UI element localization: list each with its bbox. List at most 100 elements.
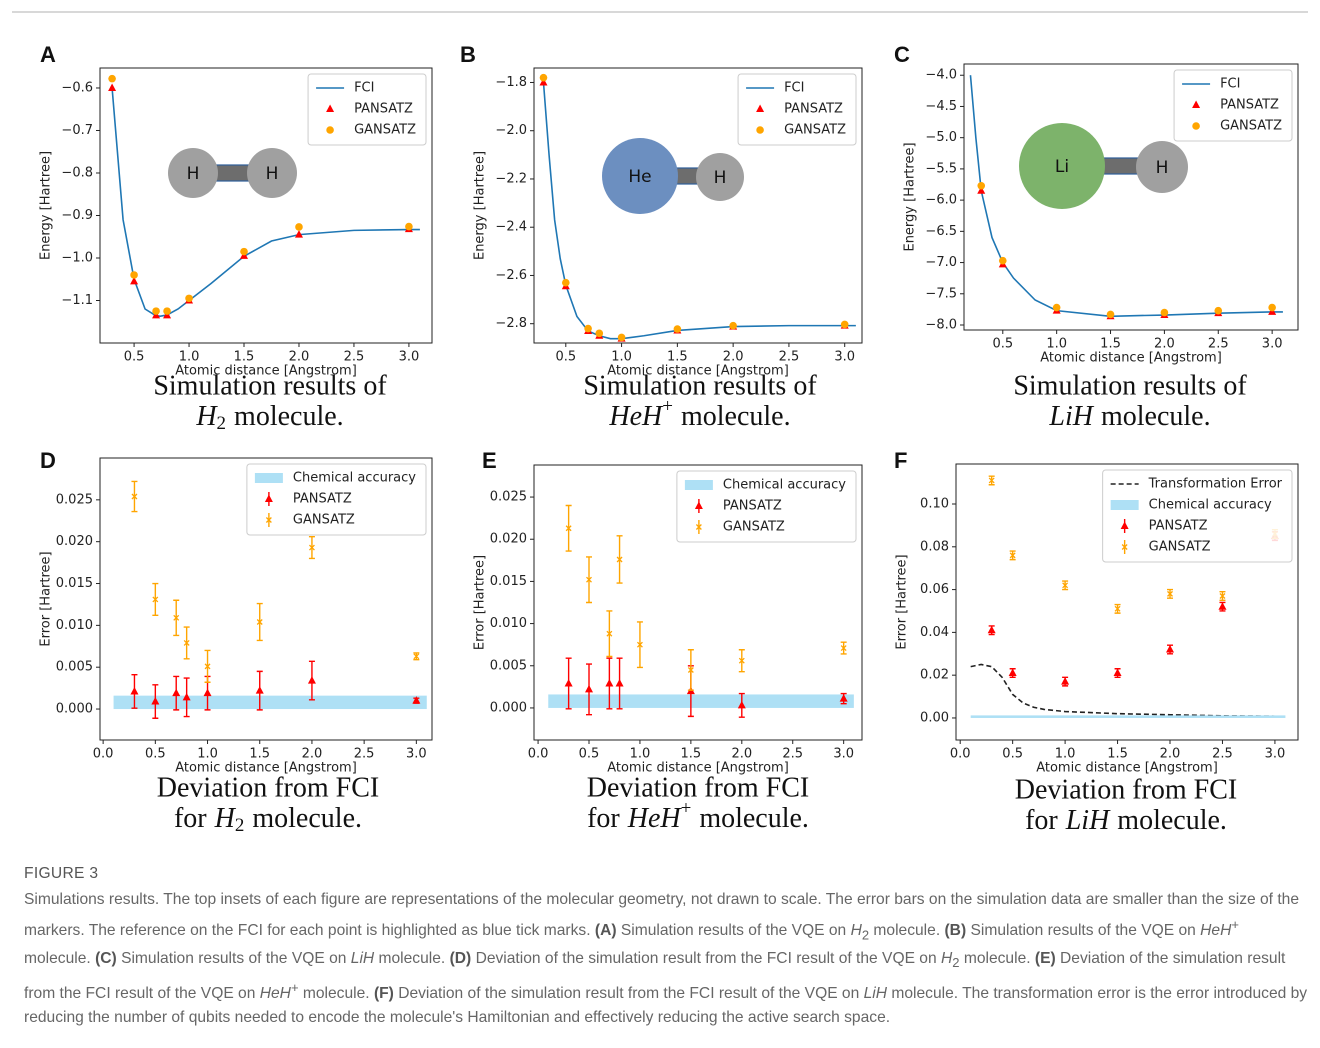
marker-dot xyxy=(185,294,193,303)
marker-dot xyxy=(163,307,171,315)
x-tick-label: 2.0 xyxy=(723,350,744,365)
marker-x xyxy=(687,667,694,673)
panel-letter: C xyxy=(894,42,910,67)
caption-text: molecule. xyxy=(959,950,1035,968)
marker-dot xyxy=(240,247,248,256)
marker-triangle xyxy=(326,104,335,112)
x-tick-label: 2.5 xyxy=(344,350,365,365)
marker-triangle xyxy=(307,676,316,684)
marker-triangle xyxy=(1218,602,1227,610)
marker-triangle xyxy=(987,625,996,634)
legend-swatch xyxy=(254,473,283,483)
marker-x xyxy=(183,639,190,646)
caption-subscript: 2 xyxy=(861,926,870,942)
y-tick-label: 0.010 xyxy=(56,618,93,633)
y-axis-label: Energy [Hartree] xyxy=(473,151,488,260)
y-tick-label: 0.015 xyxy=(490,574,527,589)
caption-formula: LiH xyxy=(350,950,375,968)
atom xyxy=(247,148,297,198)
panel-letter: A xyxy=(40,42,56,67)
legend-label: PANSATZ xyxy=(784,102,843,117)
y-tick-label: −5.0 xyxy=(925,130,957,145)
sub-caption-formula: H xyxy=(195,401,218,432)
caption-text: Deviation of the simulation result from … xyxy=(393,984,864,1002)
caption-text: Simulation results of the VQE on xyxy=(966,921,1201,939)
marker-x xyxy=(152,596,159,603)
x-axis-label: Atomic distance [Angstrom] xyxy=(175,364,357,379)
sub-caption-text: molecule. xyxy=(1101,401,1211,432)
caption-text: molecule. xyxy=(869,921,945,939)
marker-x xyxy=(1219,593,1226,599)
marker-dot xyxy=(673,325,682,333)
marker-triangle xyxy=(737,700,746,709)
chart-panel: 0.5 1.0 1.5 2.0 2.5 3.0 −8.0 −7.5 −7.0 −6.5 −6.0 −5… xyxy=(894,42,1299,432)
marker-dot xyxy=(326,126,334,134)
legend-label: PANSATZ xyxy=(293,492,352,507)
legend: FCI PANSATZ GANSATZ xyxy=(737,73,857,146)
marker-triangle xyxy=(585,684,594,693)
legend-box xyxy=(1173,69,1293,142)
legend-label: GANSATZ xyxy=(293,513,355,528)
y-tick-label: −4.5 xyxy=(925,99,957,114)
marker-triangle xyxy=(151,697,160,705)
x-tick-label: 2.5 xyxy=(354,747,375,762)
legend-box xyxy=(676,470,857,543)
x-axis-label: Atomic distance [Angstrom] xyxy=(1036,761,1218,776)
line-series xyxy=(111,87,420,318)
marker-triangle xyxy=(255,686,264,694)
atom xyxy=(1136,141,1188,193)
caption-formula: H xyxy=(850,921,862,939)
panel-letter: B xyxy=(460,42,476,67)
legend-label: Chemical accuracy xyxy=(1149,498,1272,513)
marker-x xyxy=(636,641,643,648)
sub-caption: Deviation from FCI xyxy=(1015,774,1237,805)
caption-formula: HeH xyxy=(1200,921,1232,939)
legend: Chemical accuracy PANSATZ GANSATZ xyxy=(246,463,427,536)
marker-triangle xyxy=(203,688,212,697)
caption-panel-ref: (E) xyxy=(1034,950,1056,968)
marker-triangle xyxy=(1120,521,1129,529)
legend-swatch xyxy=(1110,500,1139,510)
legend-label: Transformation Error xyxy=(1148,477,1283,492)
caption-text: Simulations results. The top insets of e… xyxy=(24,891,1300,939)
y-tick-label: −2.4 xyxy=(495,220,527,235)
sub-caption-formula: LiH xyxy=(1048,401,1094,432)
y-tick-label: 0.005 xyxy=(56,660,93,675)
x-tick-label: 2.0 xyxy=(1160,747,1181,762)
marker-x xyxy=(695,524,702,530)
atom-label: Li xyxy=(1055,157,1069,177)
caption-panel-ref: (B) xyxy=(944,921,967,939)
x-axis-label: Atomic distance [Angstrom] xyxy=(175,761,357,776)
caption-text: Deviation of the simulation result from … xyxy=(471,950,941,968)
marker-dot xyxy=(1192,122,1200,130)
legend-label: GANSATZ xyxy=(354,123,416,138)
legend-label: PANSATZ xyxy=(1220,98,1279,113)
bond xyxy=(213,164,252,182)
marker-x xyxy=(1009,552,1016,559)
marker-dot xyxy=(998,256,1007,265)
sub-caption-formula: H2 molecule. xyxy=(195,401,343,434)
marker-x xyxy=(1062,582,1069,589)
x-tick-label: 1.0 xyxy=(611,350,632,365)
y-tick-label: −7.0 xyxy=(925,255,957,270)
marker-x xyxy=(606,630,613,637)
marker-dot xyxy=(539,73,548,82)
y-tick-label: 0.025 xyxy=(56,492,93,507)
x-tick-label: 2.5 xyxy=(782,747,803,762)
y-tick-label: 0.00 xyxy=(920,710,949,725)
sub-caption-text: for xyxy=(174,803,207,834)
x-tick-label: 0.5 xyxy=(1002,747,1023,762)
caption-formula: LiH xyxy=(863,984,888,1002)
y-tick-label: −4.0 xyxy=(925,68,957,83)
panel-letter: E xyxy=(482,448,497,473)
marker-triangle xyxy=(539,77,548,86)
atom-label: H xyxy=(714,168,727,188)
caption-text: Simulation results of the VQE on xyxy=(116,950,351,968)
atom xyxy=(602,138,678,214)
y-tick-label: −5.5 xyxy=(925,161,957,176)
sub-caption-formula: for LiH molecule. xyxy=(1025,805,1227,836)
dashed-series xyxy=(970,663,1286,718)
x-tick-label: 0.0 xyxy=(950,747,971,762)
caption-text: molecule. xyxy=(374,950,450,968)
